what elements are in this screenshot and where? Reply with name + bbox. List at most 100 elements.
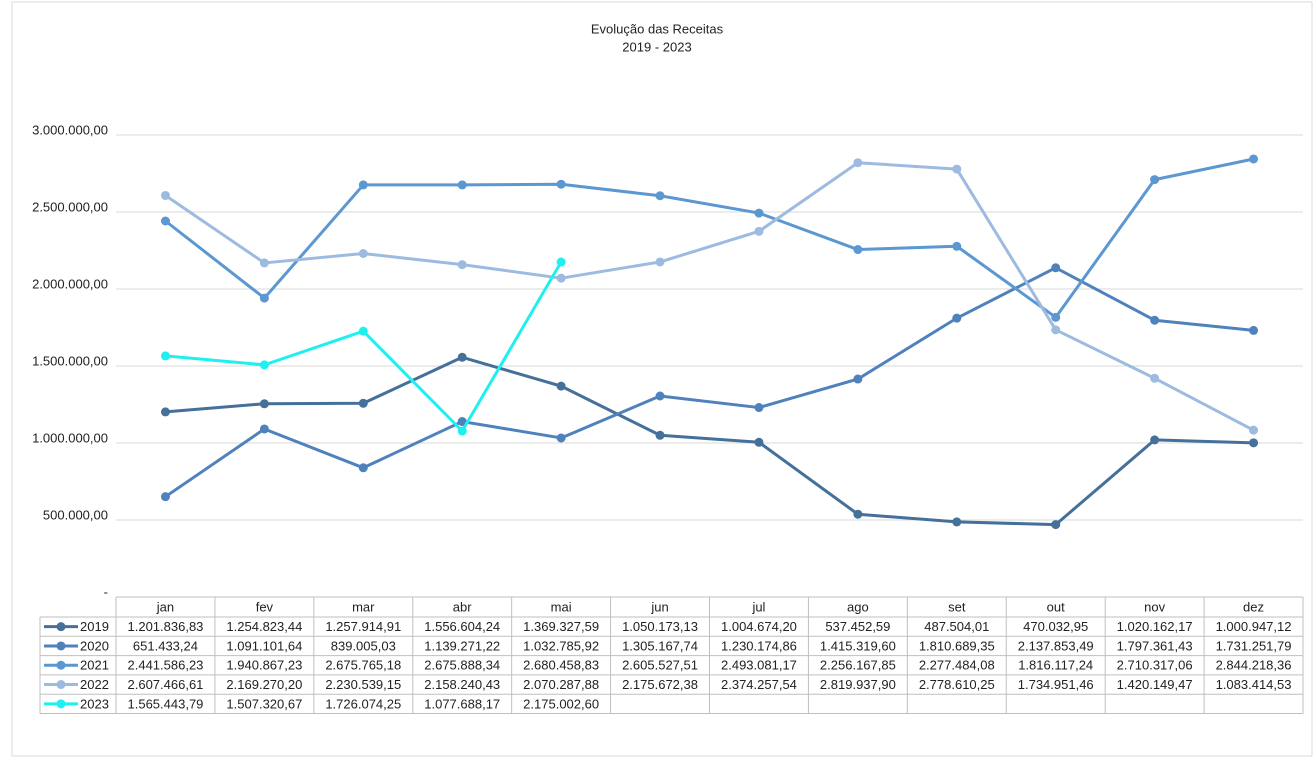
series-marker	[457, 352, 467, 362]
x-tick-label: fev	[256, 599, 274, 614]
series-marker	[1150, 315, 1160, 325]
table-value: 839.005,03	[331, 638, 396, 653]
table-value: 2.175.002,60	[523, 696, 599, 711]
series-marker	[754, 437, 764, 447]
series-marker	[358, 326, 368, 336]
series-marker	[160, 190, 170, 200]
legend-marker	[56, 622, 66, 632]
table-value: 1.556.604,24	[424, 619, 500, 634]
series-marker	[754, 226, 764, 236]
table-value: 1.726.074,25	[325, 696, 401, 711]
table-value: 651.433,24	[133, 638, 198, 653]
x-tick-label: ago	[847, 599, 869, 614]
series-marker	[1249, 154, 1259, 164]
table-value: 1.032.785,92	[523, 638, 599, 653]
table-value: 1.083.414,53	[1216, 677, 1292, 692]
chart-subtitle: 2019 - 2023	[622, 39, 691, 54]
table-value: 1.004.674,20	[721, 619, 797, 634]
table-value: 1.420.149,47	[1117, 677, 1193, 692]
table-value: 1.305.167,74	[622, 638, 698, 653]
series-line	[164, 266, 1254, 498]
y-tick-label: -	[104, 584, 108, 599]
y-tick-label: 1.000.000,00	[32, 430, 108, 445]
table-value: 2.277.484,08	[919, 658, 995, 673]
table-value: 1.139.271,22	[424, 638, 500, 653]
series-marker	[1249, 425, 1259, 435]
table-value: 2.844.218,36	[1216, 658, 1292, 673]
table-value: 1.940.867,23	[226, 658, 302, 673]
series-marker	[1051, 325, 1061, 335]
table-value: 2.374.257,54	[721, 677, 797, 692]
x-tick-label: dez	[1243, 599, 1264, 614]
series-marker	[457, 417, 467, 427]
x-tick-label: nov	[1144, 599, 1165, 614]
table-value: 2.607.466,61	[128, 677, 204, 692]
series-marker	[952, 517, 962, 527]
y-tick-label: 500.000,00	[43, 507, 108, 522]
legend-label: 2021	[80, 658, 109, 673]
legend-marker	[56, 641, 66, 651]
series-marker	[160, 351, 170, 361]
table-value: 2.778.610,25	[919, 677, 995, 692]
table-value: 537.452,59	[825, 619, 890, 634]
table-value: 1.369.327,59	[523, 619, 599, 634]
series-marker	[358, 398, 368, 408]
table-value: 1.091.101,64	[226, 638, 302, 653]
series-marker	[457, 426, 467, 436]
table-value: 1.810.689,35	[919, 638, 995, 653]
series-marker	[556, 381, 566, 391]
table-value: 2.137.853,49	[1018, 638, 1094, 653]
table-value: 1.050.173,13	[622, 619, 698, 634]
table-value: 2.675.765,18	[325, 658, 401, 673]
table-value: 1.731.251,79	[1216, 638, 1292, 653]
series-marker	[754, 208, 764, 218]
y-tick-label: 3.000.000,00	[32, 122, 108, 137]
legend-label: 2022	[80, 677, 109, 692]
series-marker	[259, 424, 269, 434]
table-value: 487.504,01	[924, 619, 989, 634]
series-marker	[358, 463, 368, 473]
series-marker	[358, 180, 368, 190]
series-marker	[853, 245, 863, 255]
series-marker	[1150, 435, 1160, 445]
table-value: 1.230.174,86	[721, 638, 797, 653]
chart-frame	[11, 1, 1313, 757]
legend-marker	[56, 680, 66, 690]
table-value: 2.175.672,38	[622, 677, 698, 692]
table-value: 1.254.823,44	[226, 619, 302, 634]
table-value: 2.605.527,51	[622, 658, 698, 673]
x-tick-label: jul	[751, 599, 765, 614]
y-tick-label: 2.000.000,00	[32, 276, 108, 291]
series-marker	[853, 158, 863, 168]
series-marker	[754, 403, 764, 413]
table-value: 2.070.287,88	[523, 677, 599, 692]
y-tick-label: 1.500.000,00	[32, 353, 108, 368]
series-marker	[655, 391, 665, 401]
series-marker	[1051, 263, 1061, 273]
series-marker	[160, 407, 170, 417]
series-marker	[259, 258, 269, 268]
legend-marker	[56, 660, 66, 670]
legend-marker	[56, 699, 66, 709]
series-marker	[1150, 373, 1160, 383]
series-marker	[259, 399, 269, 409]
series-marker	[358, 248, 368, 258]
table-value: 2.493.081,17	[721, 658, 797, 673]
x-tick-label: jan	[156, 599, 174, 614]
series-marker	[1051, 312, 1061, 322]
table-value: 2.675.888,34	[424, 658, 500, 673]
series-marker	[457, 180, 467, 190]
table-value: 470.032,95	[1023, 619, 1088, 634]
legend-label: 2023	[80, 696, 109, 711]
table-value: 1.415.319,60	[820, 638, 896, 653]
table-value: 1.000.947,12	[1216, 619, 1292, 634]
table-value: 1.507.320,67	[226, 696, 302, 711]
table-value: 2.710.317,06	[1117, 658, 1193, 673]
table-value: 1.797.361,43	[1117, 638, 1193, 653]
table-value: 2.819.937,90	[820, 677, 896, 692]
series-marker	[556, 273, 566, 283]
x-tick-label: out	[1047, 599, 1065, 614]
series-marker	[457, 260, 467, 270]
table-value: 2.256.167,85	[820, 658, 896, 673]
